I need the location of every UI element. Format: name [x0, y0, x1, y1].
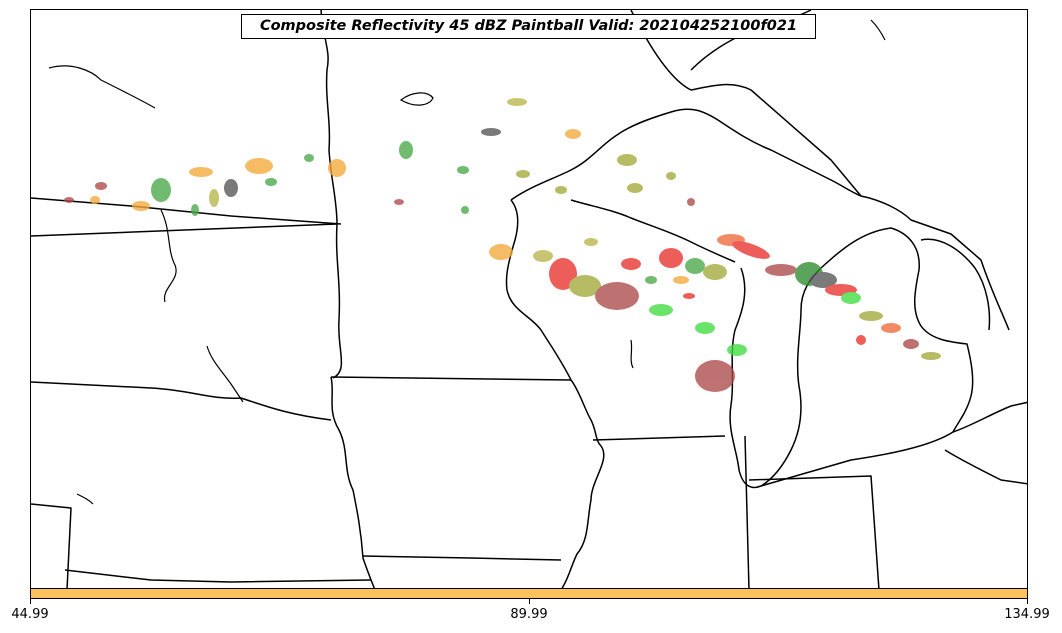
wi-il-border: [592, 435, 726, 441]
echo-blob: [328, 159, 346, 177]
echo-blob: [516, 170, 530, 178]
echo-blob: [90, 196, 100, 204]
echo-blob: [732, 241, 770, 259]
map-canvas: [31, 10, 1027, 588]
echo-blob: [649, 304, 673, 316]
echo-blob: [95, 182, 107, 190]
colorbar-tick: [30, 599, 31, 604]
echo-blob: [687, 198, 695, 206]
echo-blob: [695, 360, 735, 392]
echo-blob: [859, 311, 883, 321]
lake-of-the-woods: [399, 92, 434, 106]
echo-blob: [645, 276, 657, 284]
echo-blob: [617, 154, 637, 166]
plot-title: Composite Reflectivity 45 dBZ Paintball …: [241, 14, 816, 39]
echo-blob: [903, 339, 919, 349]
colorbar-tick: [529, 599, 530, 604]
ks-north-border: [64, 569, 372, 583]
echo-blob: [841, 292, 861, 304]
hudson-shore: [870, 19, 886, 41]
echo-blob: [765, 264, 797, 276]
lake-erie-south: [944, 449, 1027, 485]
wi-mi-border: [570, 199, 736, 263]
echo-blob: [727, 344, 747, 356]
echo-blob: [224, 179, 238, 197]
echo-blob: [673, 276, 689, 284]
reservoir-ne: [76, 493, 94, 505]
reflectivity-paintball: [64, 98, 941, 392]
echo-blob: [921, 352, 941, 360]
mn-wi-border: [505, 199, 572, 381]
missouri-river-nd: [160, 209, 177, 303]
echo-blob: [683, 293, 695, 299]
lake-erie-shore: [952, 401, 1027, 433]
echo-blob: [595, 282, 639, 310]
colorbar-tick-label-max: 134.99: [1004, 607, 1050, 622]
nd-mn-border: [320, 10, 343, 379]
echo-blob: [461, 206, 469, 214]
lake-huron-shore: [920, 238, 991, 331]
lake-michigan-shore: [729, 267, 822, 489]
lakes: [48, 19, 886, 505]
echo-blob: [621, 258, 641, 270]
echo-blob: [659, 248, 683, 268]
echo-blob: [533, 250, 553, 262]
echo-blob: [132, 201, 150, 211]
echo-blob: [809, 272, 837, 288]
echo-blob: [627, 183, 643, 193]
echo-blob: [666, 172, 676, 180]
echo-blob: [151, 178, 171, 202]
mississippi-river: [561, 379, 605, 588]
echo-blob: [549, 258, 577, 290]
missouri-river-sd: [206, 345, 244, 403]
echo-blob: [399, 141, 413, 159]
lake-winnebago: [630, 339, 634, 369]
echo-blob: [565, 129, 581, 139]
echo-blob: [64, 197, 74, 203]
echo-blob: [507, 98, 527, 106]
colorbar-tick-label-min: 44.99: [11, 607, 49, 622]
echo-blob: [685, 258, 705, 274]
in-oh-border: [748, 475, 880, 588]
echo-blob: [481, 128, 501, 136]
ia-ne-border: [330, 376, 376, 588]
colorbar-tick-label-mid: 89.99: [510, 607, 548, 622]
colorbar-tick: [1027, 599, 1028, 604]
us-canada-border-west: [31, 197, 342, 225]
echo-blob: [457, 166, 469, 174]
echo-blob: [695, 322, 715, 334]
echo-blob: [881, 323, 901, 333]
echo-blob: [555, 186, 567, 194]
mn-ia-border: [330, 376, 572, 381]
echo-blob: [584, 238, 598, 246]
echo-blob: [703, 264, 727, 280]
us-canada-border-east: [630, 10, 1010, 331]
echo-blob: [191, 204, 199, 216]
river-saskatchewan: [48, 65, 156, 109]
echo-blob: [265, 178, 277, 186]
echo-blob: [856, 335, 866, 345]
echo-blob: [245, 158, 273, 174]
lower-peninsula-shore: [760, 227, 974, 487]
echo-blob: [569, 275, 601, 297]
ia-mo-border: [362, 555, 562, 561]
map-panel: [30, 9, 1028, 589]
il-in-border: [744, 435, 750, 588]
echo-blob: [394, 199, 404, 205]
ne-ks-border: [31, 503, 72, 588]
basemap-lines: [31, 10, 1027, 588]
nd-sd-border: [31, 223, 338, 237]
colorbar: [30, 588, 1028, 599]
echo-blob: [304, 154, 314, 162]
lake-superior-shore: [510, 108, 862, 201]
sd-ne-border: [31, 381, 332, 421]
echo-blob: [189, 167, 213, 177]
echo-blob: [489, 244, 513, 260]
echo-blob: [209, 189, 219, 207]
